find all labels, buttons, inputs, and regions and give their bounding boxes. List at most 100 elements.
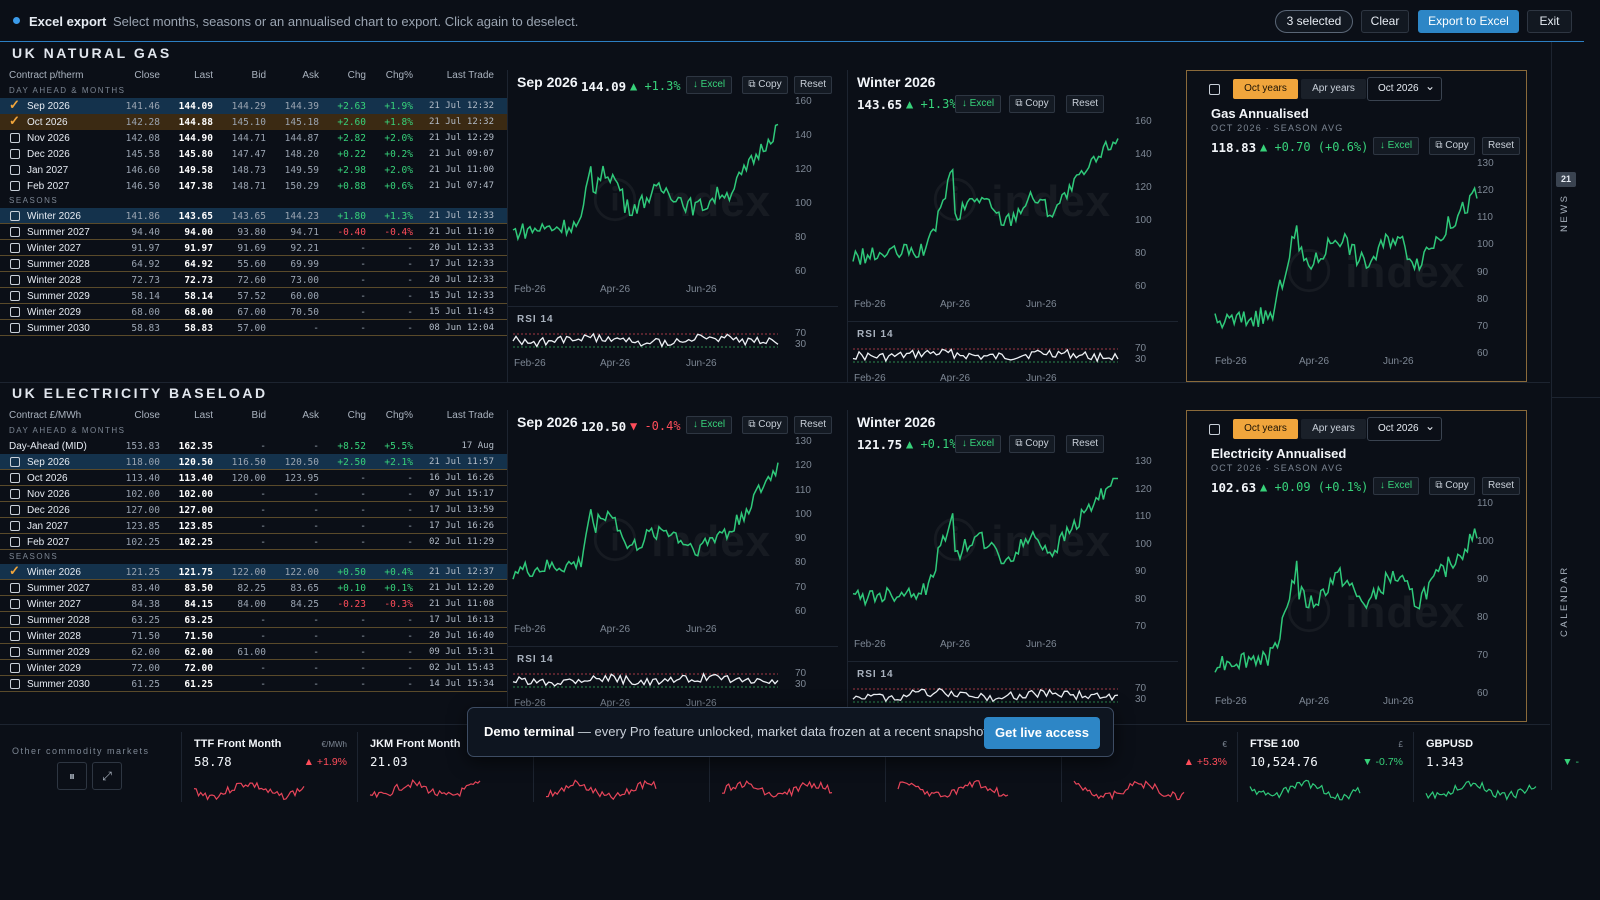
contract-row[interactable]: Day-Ahead (MID) 153.83 162.35 - - +8.52 +5.5% 1… xyxy=(0,438,507,454)
contract-row[interactable]: Summer 2028 63.25 63.25 - - - - 17 Jul 16:13 xyxy=(0,612,507,628)
contract-row[interactable]: Feb 2027 102.25 102.25 - - - - 02 Jul 11:29 xyxy=(0,534,507,550)
row-checkbox[interactable] xyxy=(10,133,20,143)
contract-row[interactable]: Feb 2027 146.50 147.38 148.71 150.29 +0.88 +0.… xyxy=(0,178,507,194)
row-checkbox[interactable] xyxy=(10,165,20,175)
row-checkbox[interactable] xyxy=(10,473,20,483)
row-checkbox[interactable] xyxy=(10,489,20,499)
excel-button[interactable]: ↓ Excel xyxy=(1373,137,1419,155)
ticker-card[interactable]: JKM Front Month 21.03 xyxy=(357,732,533,802)
contract-row[interactable]: Nov 2026 142.08 144.90 144.71 144.87 +2.82 +2.… xyxy=(0,130,507,146)
price-chart[interactable] xyxy=(512,442,779,612)
expand-button[interactable]: ⤢ xyxy=(92,762,122,790)
contract-row[interactable]: ✓ Oct 2026 142.28 144.88 145.10 145.18 +2.60 +1… xyxy=(0,113,507,130)
export-to-excel-button[interactable]: Export to Excel xyxy=(1418,10,1519,33)
calendar-tab[interactable]: CALENDAR xyxy=(1559,565,1570,637)
row-checkbox[interactable] xyxy=(10,679,20,689)
contract-row[interactable]: Summer 2029 58.14 58.14 57.52 60.00 - - 15 Jul … xyxy=(0,288,507,304)
oct-years-toggle[interactable]: Oct years xyxy=(1233,419,1298,439)
contract-row[interactable]: Jan 2027 123.85 123.85 - - - - 17 Jul 16:26 xyxy=(0,518,507,534)
contract-row[interactable]: Winter 2028 72.73 72.73 72.60 73.00 - - 20 Jul … xyxy=(0,272,507,288)
contract-row[interactable]: Winter 2029 68.00 68.00 67.00 70.50 - - 15 Jul … xyxy=(0,304,507,320)
contract-row[interactable]: Summer 2029 62.00 62.00 61.00 - - - 09 Jul 15:3… xyxy=(0,644,507,660)
copy-button[interactable]: ⧉ Copy xyxy=(1429,477,1475,495)
column-header[interactable]: Last Trade xyxy=(446,410,494,421)
row-checkbox[interactable] xyxy=(10,259,20,269)
contract-row[interactable]: Dec 2026 145.58 145.80 147.47 148.20 +0.22 +0.… xyxy=(0,146,507,162)
row-checkbox[interactable] xyxy=(10,457,20,467)
annualised-checkbox[interactable] xyxy=(1209,84,1220,95)
column-header[interactable]: Bid xyxy=(251,70,266,81)
get-live-access-button[interactable]: Get live access xyxy=(984,717,1100,749)
apr-years-toggle[interactable]: Apr years xyxy=(1301,419,1366,439)
contract-row[interactable]: Summer 2027 83.40 83.50 82.25 83.65 +0.10 +0.1… xyxy=(0,580,507,596)
column-header[interactable]: Last xyxy=(194,70,213,81)
contract-row[interactable]: Winter 2028 71.50 71.50 - - - - 20 Jul 16:40 xyxy=(0,628,507,644)
contract-row[interactable]: Sep 2026 118.00 120.50 116.50 120.50 +2.50 +2.… xyxy=(0,454,507,470)
row-checkbox[interactable] xyxy=(10,537,20,547)
rsi-chart[interactable] xyxy=(512,330,779,352)
column-header[interactable]: Ask xyxy=(302,70,319,81)
reset-button[interactable]: Reset xyxy=(1482,137,1520,155)
copy-button[interactable]: ⧉ Copy xyxy=(742,416,788,434)
row-checkbox[interactable] xyxy=(10,631,20,641)
column-header[interactable]: Chg% xyxy=(385,410,413,421)
annualised-chart[interactable] xyxy=(1214,164,1478,354)
copy-button[interactable]: ⧉ Copy xyxy=(1009,435,1055,453)
contract-row[interactable]: Summer 2027 94.40 94.00 93.80 94.71 -0.40 -0.4… xyxy=(0,224,507,240)
clear-button[interactable]: Clear xyxy=(1361,10,1409,33)
annualised-chart-panel[interactable]: Oct years Apr years Oct 2026 ⌄ Gas Annualis… xyxy=(1186,70,1527,382)
contract-row[interactable]: Dec 2026 127.00 127.00 - - - - 17 Jul 13:59 xyxy=(0,502,507,518)
contract-row[interactable]: Winter 2027 84.38 84.15 84.00 84.25 -0.23 -0.3… xyxy=(0,596,507,612)
season-chart-panel[interactable]: Winter 2026 121.75 ▲ +0.1% ↓ Excel ⧉ Copy Res… xyxy=(847,410,1187,724)
copy-button[interactable]: ⧉ Copy xyxy=(742,76,788,94)
contract-year-dropdown[interactable]: Oct 2026 ⌄ xyxy=(1367,417,1442,441)
copy-button[interactable]: ⧉ Copy xyxy=(1429,137,1475,155)
row-checkbox[interactable] xyxy=(10,227,20,237)
column-header[interactable]: Last xyxy=(194,410,213,421)
column-header[interactable]: Chg% xyxy=(385,70,413,81)
copy-button[interactable]: ⧉ Copy xyxy=(1009,95,1055,113)
rsi-chart[interactable] xyxy=(852,345,1119,367)
season-chart-panel[interactable]: Winter 2026 143.65 ▲ +1.3% ↓ Excel ⧉ Copy Res… xyxy=(847,70,1187,384)
reset-button[interactable]: Reset xyxy=(794,416,832,434)
excel-button[interactable]: ↓ Excel xyxy=(955,95,1001,113)
news-tab[interactable]: NEWS xyxy=(1559,193,1570,233)
excel-button[interactable]: ↓ Excel xyxy=(686,76,732,94)
contract-row[interactable]: Nov 2026 102.00 102.00 - - - - 07 Jul 15:17 xyxy=(0,486,507,502)
apr-years-toggle[interactable]: Apr years xyxy=(1301,79,1366,99)
column-header[interactable]: Ask xyxy=(302,410,319,421)
month-chart-panel[interactable]: Sep 2026 120.50 ▼ -0.4% ↓ Excel ⧉ Copy Reset ⓘ… xyxy=(507,410,847,722)
contract-row[interactable]: ✓ Winter 2026 121.25 121.75 122.00 122.00 +0.5… xyxy=(0,563,507,580)
reset-button[interactable]: Reset xyxy=(1482,477,1520,495)
row-checkbox[interactable] xyxy=(10,275,20,285)
ticker-card[interactable]: FTSE 100 £10,524.76 ▼ -0.7% xyxy=(1237,732,1413,802)
contract-row[interactable]: Jan 2027 146.60 149.58 148.73 149.59 +2.98 +2.… xyxy=(0,162,507,178)
column-header[interactable]: Contract £/MWh xyxy=(9,410,82,421)
row-checkbox[interactable] xyxy=(10,211,20,221)
ticker-card[interactable]: GBPUSD 1.343 ▼ - xyxy=(1413,732,1589,802)
contract-row[interactable]: Summer 2028 64.92 64.92 55.60 69.99 - - 17 Jul … xyxy=(0,256,507,272)
column-header[interactable]: Close xyxy=(134,410,160,421)
rsi-chart[interactable] xyxy=(512,670,779,692)
reset-button[interactable]: Reset xyxy=(794,76,832,94)
row-checkbox[interactable] xyxy=(10,615,20,625)
row-checkbox[interactable] xyxy=(10,663,20,673)
row-checkbox[interactable] xyxy=(10,149,20,159)
row-checkbox[interactable] xyxy=(10,243,20,253)
ticker-card[interactable]: TTF Front Month €/MWh 58.78 ▲ +1.9% xyxy=(181,732,357,802)
contract-row[interactable]: Winter 2027 91.97 91.97 91.69 92.21 - - 20 Jul … xyxy=(0,240,507,256)
oct-years-toggle[interactable]: Oct years xyxy=(1233,79,1298,99)
reset-button[interactable]: Reset xyxy=(1066,95,1104,113)
checkmark-icon[interactable]: ✓ xyxy=(9,97,20,112)
row-checkbox[interactable] xyxy=(10,583,20,593)
price-chart[interactable] xyxy=(852,122,1119,287)
excel-button[interactable]: ↓ Excel xyxy=(955,435,1001,453)
annualised-chart-panel[interactable]: Oct years Apr years Oct 2026 ⌄ Electricity … xyxy=(1186,410,1527,722)
price-chart[interactable] xyxy=(852,462,1118,627)
contract-row[interactable]: Summer 2030 58.83 58.83 57.00 - - - 08 Jun 12:0… xyxy=(0,320,507,336)
pause-button[interactable]: ⏸ xyxy=(57,762,87,790)
column-header[interactable]: Bid xyxy=(251,410,266,421)
ticker-card[interactable] xyxy=(709,732,885,802)
column-header[interactable]: Last Trade xyxy=(446,70,494,81)
contract-row[interactable]: ✓ Sep 2026 141.46 144.09 144.29 144.39 +2.63 +1… xyxy=(0,97,507,114)
